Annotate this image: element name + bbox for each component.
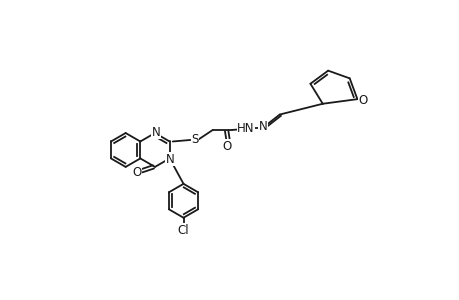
Text: Cl: Cl <box>177 224 189 236</box>
Text: S: S <box>191 134 198 146</box>
Text: N: N <box>166 153 174 166</box>
Text: N: N <box>258 120 267 134</box>
Text: HN: HN <box>237 122 254 135</box>
Text: N: N <box>151 126 160 139</box>
Text: O: O <box>358 94 367 107</box>
Text: O: O <box>132 166 141 179</box>
Text: O: O <box>222 140 231 153</box>
